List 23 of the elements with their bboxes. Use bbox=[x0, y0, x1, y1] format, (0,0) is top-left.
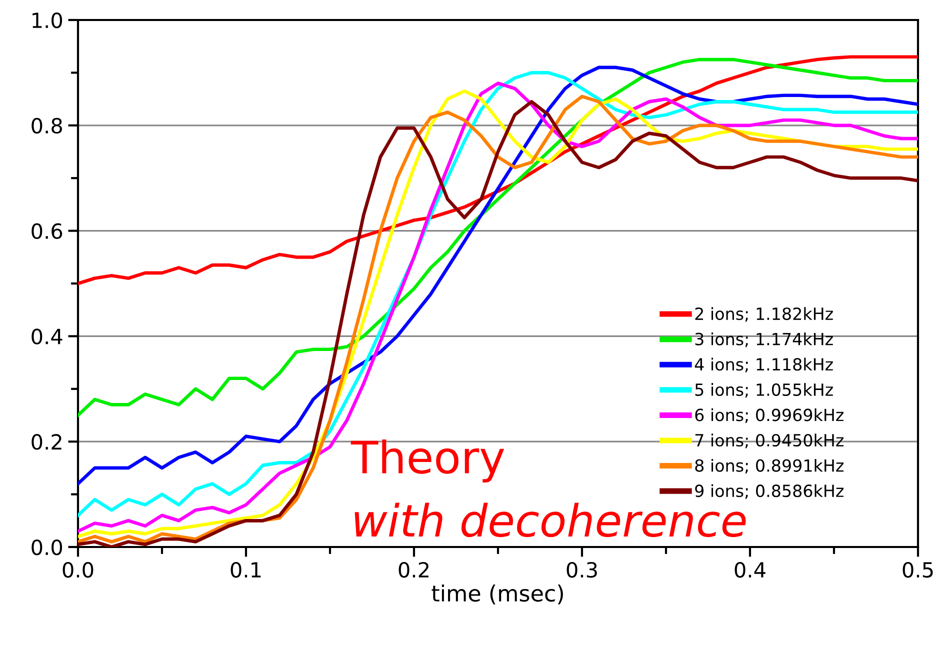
y-tick-label: 0.8 bbox=[32, 118, 62, 134]
x-tick-label: 0.2 bbox=[398, 562, 428, 578]
legend-label: 8 ions; 0.8991kHz bbox=[695, 458, 844, 474]
x-tick-label: 0.4 bbox=[734, 562, 766, 578]
legend-label: 5 ions; 1.055kHz bbox=[695, 383, 833, 398]
y-tick-label: 0.4 bbox=[32, 328, 62, 344]
annotation: Theory bbox=[350, 439, 504, 482]
x-axis-title: time (msec) bbox=[432, 584, 563, 604]
legend-label: 9 ions; 0.8586kHz bbox=[695, 484, 844, 499]
annotation: with decoherence bbox=[354, 502, 746, 538]
legend-label: 3 ions; 1.174kHz bbox=[695, 332, 833, 348]
y-tick-label: 0.6 bbox=[32, 223, 62, 240]
legend-label: 7 ions; 0.9450kHz bbox=[695, 434, 844, 448]
legend-label: 6 ions; 0.9969kHz bbox=[695, 408, 844, 423]
y-tick-label: 1.0 bbox=[32, 12, 62, 28]
legend-label: 4 ions; 1.118kHz bbox=[694, 358, 833, 372]
x-tick-label: 0.3 bbox=[566, 562, 597, 578]
x-tick-label: 0.1 bbox=[230, 562, 261, 578]
x-tick-label: 0.5 bbox=[902, 562, 933, 578]
y-tick-label: 0.0 bbox=[32, 539, 62, 556]
legend-label: 2 ions; 1.182kHz bbox=[695, 307, 833, 322]
y-tick-label: 0.2 bbox=[32, 434, 62, 450]
x-tick-label: 0.0 bbox=[62, 562, 94, 578]
